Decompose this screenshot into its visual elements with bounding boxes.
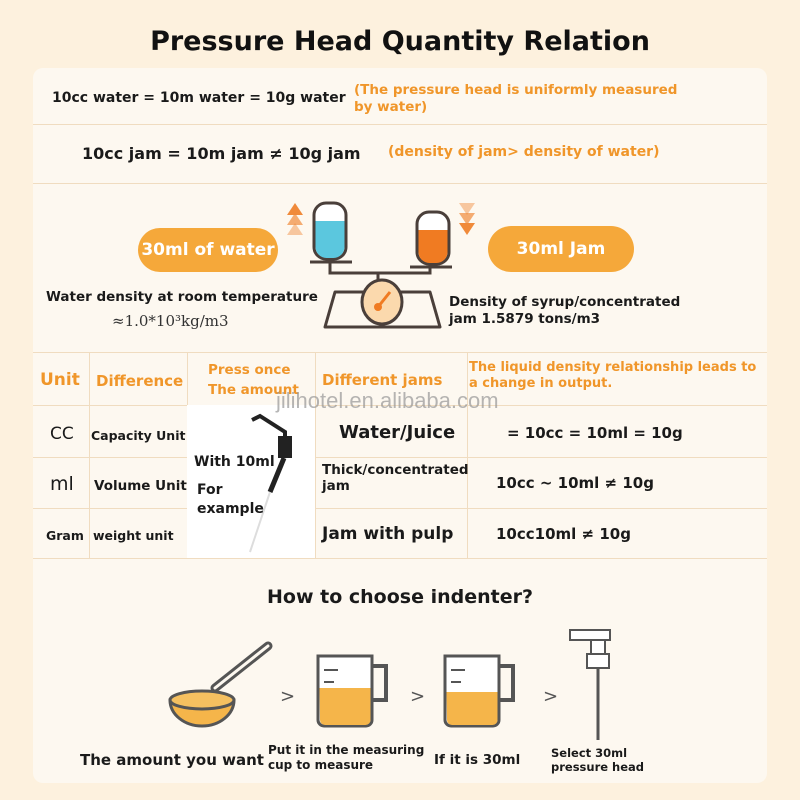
press-note-2: For example xyxy=(197,482,264,517)
divider xyxy=(315,352,316,558)
scale-illustration xyxy=(287,201,475,329)
divider xyxy=(33,457,187,458)
jam-fill xyxy=(418,230,448,263)
jam-density: Density of syrup/concentrated jam 1.5879… xyxy=(449,294,681,327)
divider xyxy=(33,124,767,125)
divider xyxy=(315,508,767,509)
difference-ml: Volume Unit xyxy=(94,478,187,494)
page-title: Pressure Head Quantity Relation xyxy=(150,26,650,57)
water-bubble: 30ml of water xyxy=(138,228,278,272)
down-arrow-icon xyxy=(459,203,475,235)
divider xyxy=(315,457,767,458)
step-separator: > xyxy=(280,686,296,707)
water-density-label: Water density at room temperature xyxy=(46,289,318,305)
divider xyxy=(33,183,767,184)
up-arrow-icon xyxy=(287,203,303,235)
howto-title: How to choose indenter? xyxy=(267,586,533,608)
ladle-icon xyxy=(168,641,273,728)
divider xyxy=(33,508,187,509)
water-fill xyxy=(315,221,345,258)
pump-cell xyxy=(187,405,315,558)
divider xyxy=(33,352,767,353)
unit-gram: Gram xyxy=(46,528,84,543)
step-separator: > xyxy=(410,686,426,707)
relation-thick: 10cc ~ 10ml ≠ 10g xyxy=(496,474,654,492)
water-density-value: ≈1.0*10³kg/m3 xyxy=(112,312,229,330)
step-2: Put it in the measuring cup to measure xyxy=(268,743,425,772)
header-unit: Unit xyxy=(40,370,80,390)
jam-note: (density of jam> density of water) xyxy=(388,144,660,160)
step-4: Select 30ml pressure head xyxy=(551,746,645,774)
pressure-head-icon xyxy=(569,629,611,740)
water-note: (The pressure head is uniformly measured… xyxy=(354,82,678,115)
jam-water: Water/Juice xyxy=(339,422,456,443)
press-note-1: With 10ml xyxy=(194,454,275,470)
divider xyxy=(33,558,767,559)
unit-ml: ml xyxy=(50,473,74,495)
divider xyxy=(33,405,767,406)
difference-gram: weight unit xyxy=(93,528,174,543)
pump-icon xyxy=(249,413,292,553)
jam-thick: Thick/concentrated jam xyxy=(322,462,469,494)
header-difference: Difference xyxy=(96,372,184,390)
measuring-cup-30ml-icon xyxy=(443,654,515,728)
jam-pulp: Jam with pulp xyxy=(322,524,454,544)
relation-pulp: 10cc10ml ≠ 10g xyxy=(496,525,631,543)
unit-cc: CC xyxy=(50,424,74,444)
divider xyxy=(89,352,90,558)
jam-equation: 10cc jam = 10m jam ≠ 10g jam xyxy=(82,144,361,163)
watermark: jilihotel.en.alibaba.com xyxy=(276,388,499,413)
divider xyxy=(467,352,468,558)
header-relation: The liquid density relationship leads to… xyxy=(469,360,757,391)
step-separator: > xyxy=(543,686,559,707)
relation-water: = 10cc = 10ml = 10g xyxy=(507,424,683,442)
difference-cc: Capacity Unit xyxy=(91,428,186,443)
header-press: Press once The amount xyxy=(208,362,299,398)
step-1: The amount you want xyxy=(80,751,264,769)
content-card xyxy=(33,68,767,783)
measuring-cup-icon xyxy=(316,654,388,728)
step-3: If it is 30ml xyxy=(434,752,521,768)
jam-bubble: 30ml Jam xyxy=(488,226,634,272)
water-equation: 10cc water = 10m water = 10g water xyxy=(52,90,346,106)
header-jams: Different jams xyxy=(322,371,443,389)
